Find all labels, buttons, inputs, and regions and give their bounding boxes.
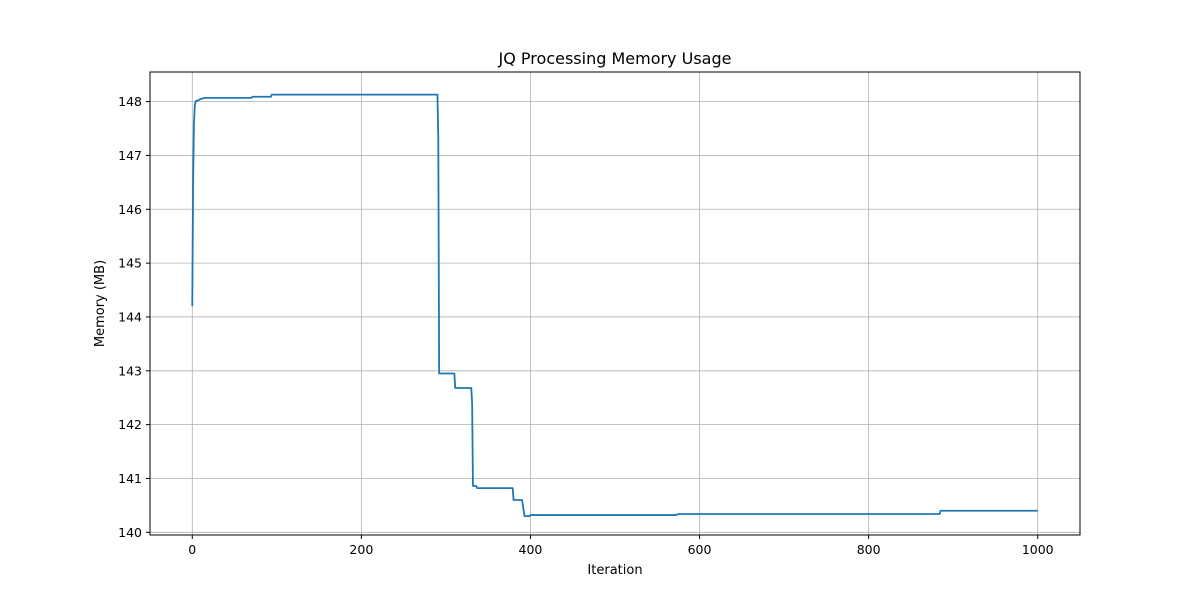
memory-series-line: [191, 93, 1038, 518]
x-axis-label: Iteration: [587, 563, 642, 578]
plot-frame: [149, 71, 1081, 536]
x-tick-label: 200: [349, 542, 373, 557]
x-tick-label: 600: [688, 542, 712, 557]
y-tick-label: 144: [118, 309, 142, 324]
y-tick-label: 143: [118, 363, 142, 378]
y-tick-label: 142: [118, 417, 142, 432]
y-tick-label: 146: [118, 202, 142, 217]
grid-lines: [150, 72, 1080, 535]
series-layer: [191, 93, 1038, 518]
y-tick-label: 148: [118, 94, 142, 109]
y-tick-label: 140: [118, 525, 142, 540]
axis-ticks: 0 200 400 600 800 1000 140 141 142 143 144 145 146 14…: [118, 94, 1054, 557]
x-tick-label: 0: [188, 542, 196, 557]
y-axis-label: Memory (MB): [93, 260, 108, 347]
chart-title: JQ Processing Memory Usage: [498, 49, 732, 68]
y-tick-label: 145: [118, 256, 142, 271]
y-tick-label: 147: [118, 148, 142, 163]
x-tick-label: 800: [857, 542, 881, 557]
x-tick-label: 1000: [1022, 542, 1054, 557]
x-tick-label: 400: [519, 542, 543, 557]
y-tick-label: 141: [118, 471, 142, 486]
